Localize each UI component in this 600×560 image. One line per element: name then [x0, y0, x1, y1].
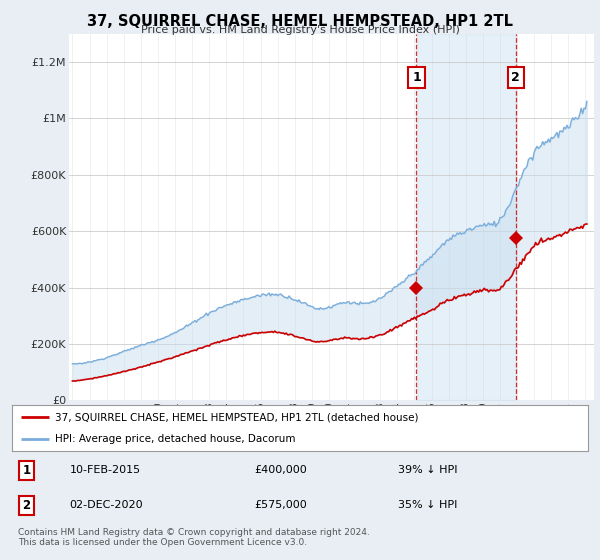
Text: 35% ↓ HPI: 35% ↓ HPI [398, 501, 457, 510]
Text: 1: 1 [412, 71, 421, 84]
Text: £575,000: £575,000 [254, 501, 307, 510]
Text: 2: 2 [22, 499, 31, 512]
Text: £400,000: £400,000 [254, 465, 307, 475]
Text: 1: 1 [22, 464, 31, 477]
Text: HPI: Average price, detached house, Dacorum: HPI: Average price, detached house, Daco… [55, 435, 296, 444]
Text: 2: 2 [511, 71, 520, 84]
Text: Contains HM Land Registry data © Crown copyright and database right 2024.
This d: Contains HM Land Registry data © Crown c… [18, 528, 370, 547]
Text: 02-DEC-2020: 02-DEC-2020 [70, 501, 143, 510]
Text: 39% ↓ HPI: 39% ↓ HPI [398, 465, 457, 475]
Text: 10-FEB-2015: 10-FEB-2015 [70, 465, 141, 475]
Text: 37, SQUIRREL CHASE, HEMEL HEMPSTEAD, HP1 2TL (detached house): 37, SQUIRREL CHASE, HEMEL HEMPSTEAD, HP1… [55, 412, 419, 422]
Text: 37, SQUIRREL CHASE, HEMEL HEMPSTEAD, HP1 2TL: 37, SQUIRREL CHASE, HEMEL HEMPSTEAD, HP1… [87, 14, 513, 29]
Text: Price paid vs. HM Land Registry's House Price Index (HPI): Price paid vs. HM Land Registry's House … [140, 25, 460, 35]
